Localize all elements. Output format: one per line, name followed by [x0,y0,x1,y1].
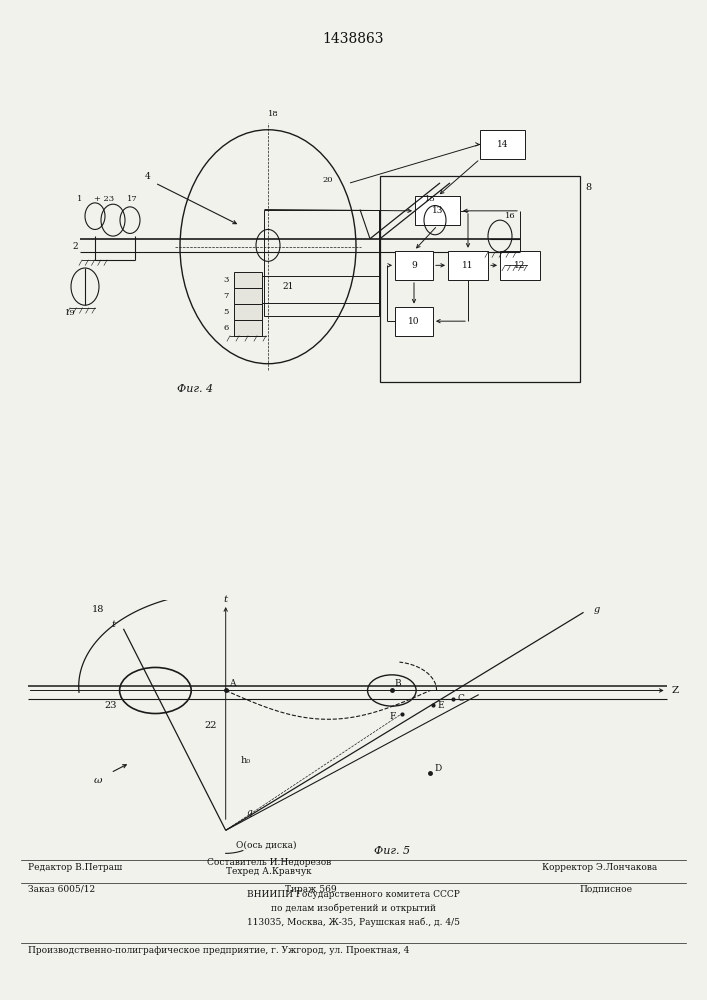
Text: Подписное: Подписное [580,885,633,894]
Bar [234,288,262,304]
Text: Корректор Э.Лончакова: Корректор Э.Лончакова [542,863,658,872]
Text: E: E [437,701,444,710]
Text: 1: 1 [76,195,82,203]
Bar [234,304,262,320]
Bar [380,176,580,382]
Text: 14: 14 [497,140,508,149]
Text: 20: 20 [323,176,333,184]
Text: ω: ω [93,776,102,785]
Bar [234,320,262,336]
Bar [264,210,379,316]
Text: A: A [229,679,235,688]
Text: 11: 11 [462,261,474,270]
Text: 18: 18 [92,605,104,614]
Text: 21: 21 [282,282,293,291]
Bar [395,307,433,336]
Text: 3: 3 [223,276,229,284]
Text: 15: 15 [425,195,436,203]
Text: F: F [390,712,396,721]
Text: 22: 22 [204,721,216,730]
Bar [395,251,433,280]
Text: 23: 23 [105,701,117,710]
Text: g: g [593,605,600,614]
Bar [480,130,525,159]
Text: 18: 18 [268,110,279,118]
Text: 6: 6 [223,324,229,332]
Text: t: t [111,620,115,629]
Text: 16: 16 [505,212,515,220]
Text: 13: 13 [432,206,443,215]
Text: Техред А.Кравчук: Техред А.Кравчук [226,867,312,876]
Text: 19: 19 [64,309,76,317]
Text: 17: 17 [127,195,137,203]
Text: Фиг. 4: Фиг. 4 [177,384,213,394]
Text: 8: 8 [585,183,591,192]
Text: O(ось диска): O(ось диска) [236,840,296,849]
Text: 7: 7 [223,292,229,300]
Text: Составитель И.Недорезов: Составитель И.Недорезов [206,858,331,867]
Text: 10: 10 [408,317,420,326]
Text: 4: 4 [145,172,151,181]
Bar [234,272,262,288]
Text: Фиг. 5: Фиг. 5 [374,846,410,856]
Text: B: B [395,679,402,688]
Text: D: D [434,764,441,773]
Text: C: C [457,694,464,703]
Text: ВНИИПИ Государственного комитета СССР
по делам изобретений и открытий
113035, Мо: ВНИИПИ Государственного комитета СССР по… [247,890,460,927]
Bar [500,251,540,280]
Text: Z: Z [672,686,679,695]
Text: 9: 9 [411,261,417,270]
Bar [415,196,460,225]
Text: + 23: + 23 [94,195,114,203]
Text: t: t [223,595,228,604]
Text: h₀: h₀ [241,756,251,765]
Text: Заказ 6005/12: Заказ 6005/12 [28,885,95,894]
Bar [448,251,488,280]
Text: Редактор В.Петраш: Редактор В.Петраш [28,863,122,872]
Text: 2: 2 [72,242,78,251]
Text: Тираж 569: Тираж 569 [285,885,337,894]
Text: 12: 12 [514,261,526,270]
Text: 1438863: 1438863 [323,32,384,46]
Text: Производственно-полиграфическое предприятие, г. Ужгород, ул. Проектная, 4: Производственно-полиграфическое предприя… [28,946,409,955]
Text: q: q [246,808,252,817]
Text: 5: 5 [223,308,229,316]
